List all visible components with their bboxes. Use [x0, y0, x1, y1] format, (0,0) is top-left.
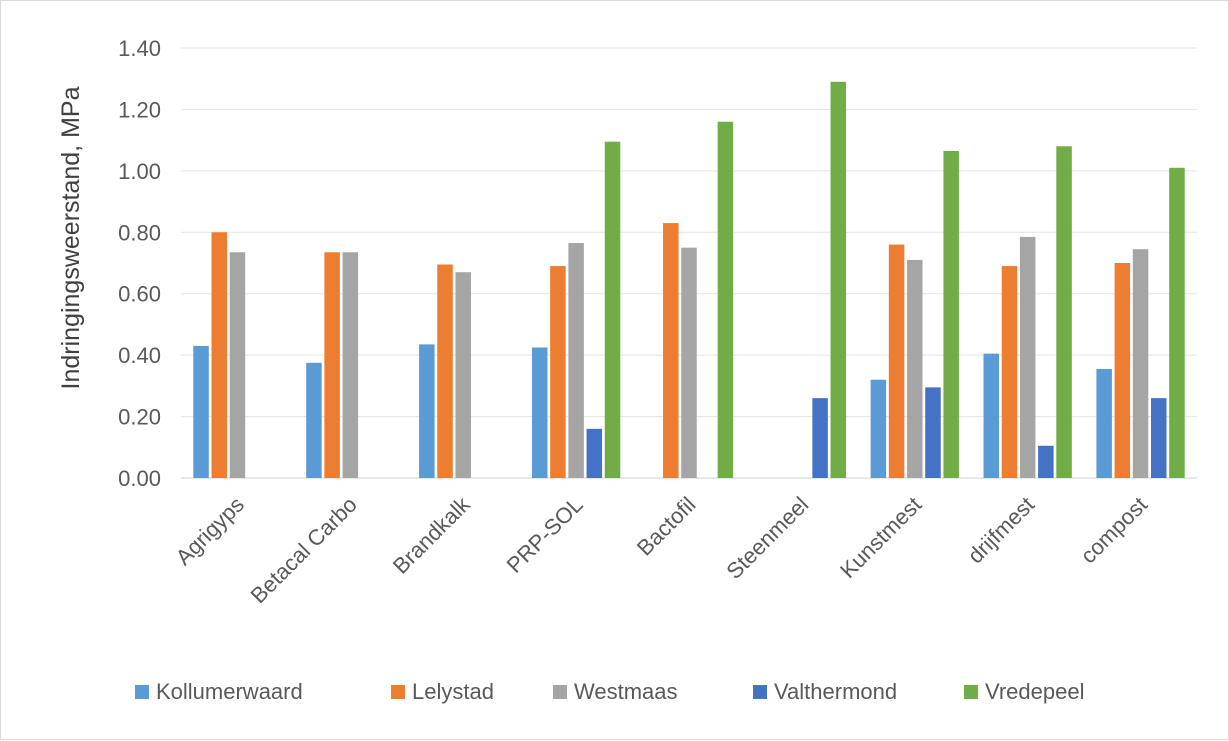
legend-label: Kollumerwaard — [156, 679, 303, 704]
bar-valthermond-kunstmest — [925, 387, 941, 478]
bar-lelystad-prp-sol — [550, 266, 566, 478]
legend-swatch — [753, 685, 767, 699]
bar-westmaas-compost — [1132, 249, 1149, 478]
x-category-label: Brandkalk — [388, 491, 476, 579]
bar-vredepeel-steenmeel — [830, 81, 847, 479]
bar-valthermond-prp-sol — [586, 428, 603, 478]
y-axis-ticks: 0.00 0.20 0.40 0.60 0.80 1.00 1.20 1.40 — [118, 36, 161, 491]
bar-westmaas-bactofil — [681, 247, 697, 478]
bar-valthermond-steenmeel — [812, 398, 828, 478]
bar-valthermond-drijfmest — [1038, 445, 1054, 478]
legend-label: Vredepeel — [985, 679, 1084, 704]
legend-swatch — [135, 685, 149, 699]
legend-label: Lelystad — [412, 679, 494, 704]
bar-westmaas-kunstmest — [907, 259, 923, 478]
y-tick-label: 0.60 — [118, 282, 161, 307]
legend-swatch — [553, 685, 567, 699]
bar-kollumerwaard-drijfmest — [983, 353, 1000, 478]
y-tick-label: 1.20 — [118, 97, 161, 122]
x-category-label: Bactofil — [632, 492, 701, 561]
bar-lelystad-kunstmest — [888, 244, 905, 478]
x-category-label: Betacal Carbo — [246, 492, 362, 608]
bar-kollumerwaard-kunstmest — [870, 379, 887, 478]
bar-kollumerwaard-betacal-carbo — [306, 362, 322, 478]
y-tick-label: 1.00 — [118, 159, 161, 184]
bars — [193, 81, 1185, 479]
y-tick-label: 0.80 — [118, 220, 161, 245]
x-category-label: PRP-SOL — [502, 492, 588, 578]
legend-label: Westmaas — [574, 679, 678, 704]
bar-westmaas-brandkalk — [455, 272, 471, 478]
bar-lelystad-brandkalk — [437, 264, 453, 478]
legend-swatch — [391, 685, 405, 699]
bar-westmaas-betacal-carbo — [342, 252, 359, 478]
bar-westmaas-agrigyps — [229, 252, 246, 478]
bar-valthermond-compost — [1151, 398, 1167, 478]
bar-vredepeel-bactofil — [717, 121, 734, 478]
bar-kollumerwaard-agrigyps — [193, 345, 209, 478]
legend-label: Valthermond — [774, 679, 897, 704]
x-category-label: drijfmest — [963, 492, 1039, 568]
y-axis-label: Indringingsweerstand, MPa — [57, 86, 85, 389]
bar-vredepeel-compost — [1169, 167, 1185, 479]
bar-lelystad-betacal-carbo — [324, 252, 340, 478]
x-category-label: Kunstmest — [835, 492, 926, 583]
x-category-label: Steenmeel — [721, 492, 813, 584]
bar-westmaas-drijfmest — [1019, 236, 1036, 478]
bar-kollumerwaard-prp-sol — [531, 347, 548, 478]
bar-kollumerwaard-compost — [1096, 368, 1112, 478]
bar-lelystad-compost — [1114, 263, 1131, 478]
bar-lelystad-agrigyps — [211, 232, 227, 478]
x-category-label: compost — [1076, 492, 1152, 568]
y-tick-label: 0.20 — [118, 405, 161, 430]
bar-westmaas-prp-sol — [568, 243, 584, 478]
bar-lelystad-bactofil — [663, 223, 679, 478]
legend-swatch — [964, 685, 978, 699]
y-tick-label: 0.40 — [118, 343, 161, 368]
x-category-label: Agrigyps — [171, 492, 249, 570]
y-tick-label: 0.00 — [118, 466, 161, 491]
y-tick-label: 1.40 — [118, 36, 161, 61]
bar-vredepeel-drijfmest — [1056, 146, 1072, 479]
bar-kollumerwaard-brandkalk — [419, 344, 435, 478]
bar-vredepeel-prp-sol — [604, 141, 621, 478]
bar-lelystad-drijfmest — [1001, 266, 1018, 478]
legend: Kollumerwaard Lelystad Westmaas Valthermond… — [135, 679, 1084, 704]
bar-vredepeel-kunstmest — [943, 150, 959, 478]
